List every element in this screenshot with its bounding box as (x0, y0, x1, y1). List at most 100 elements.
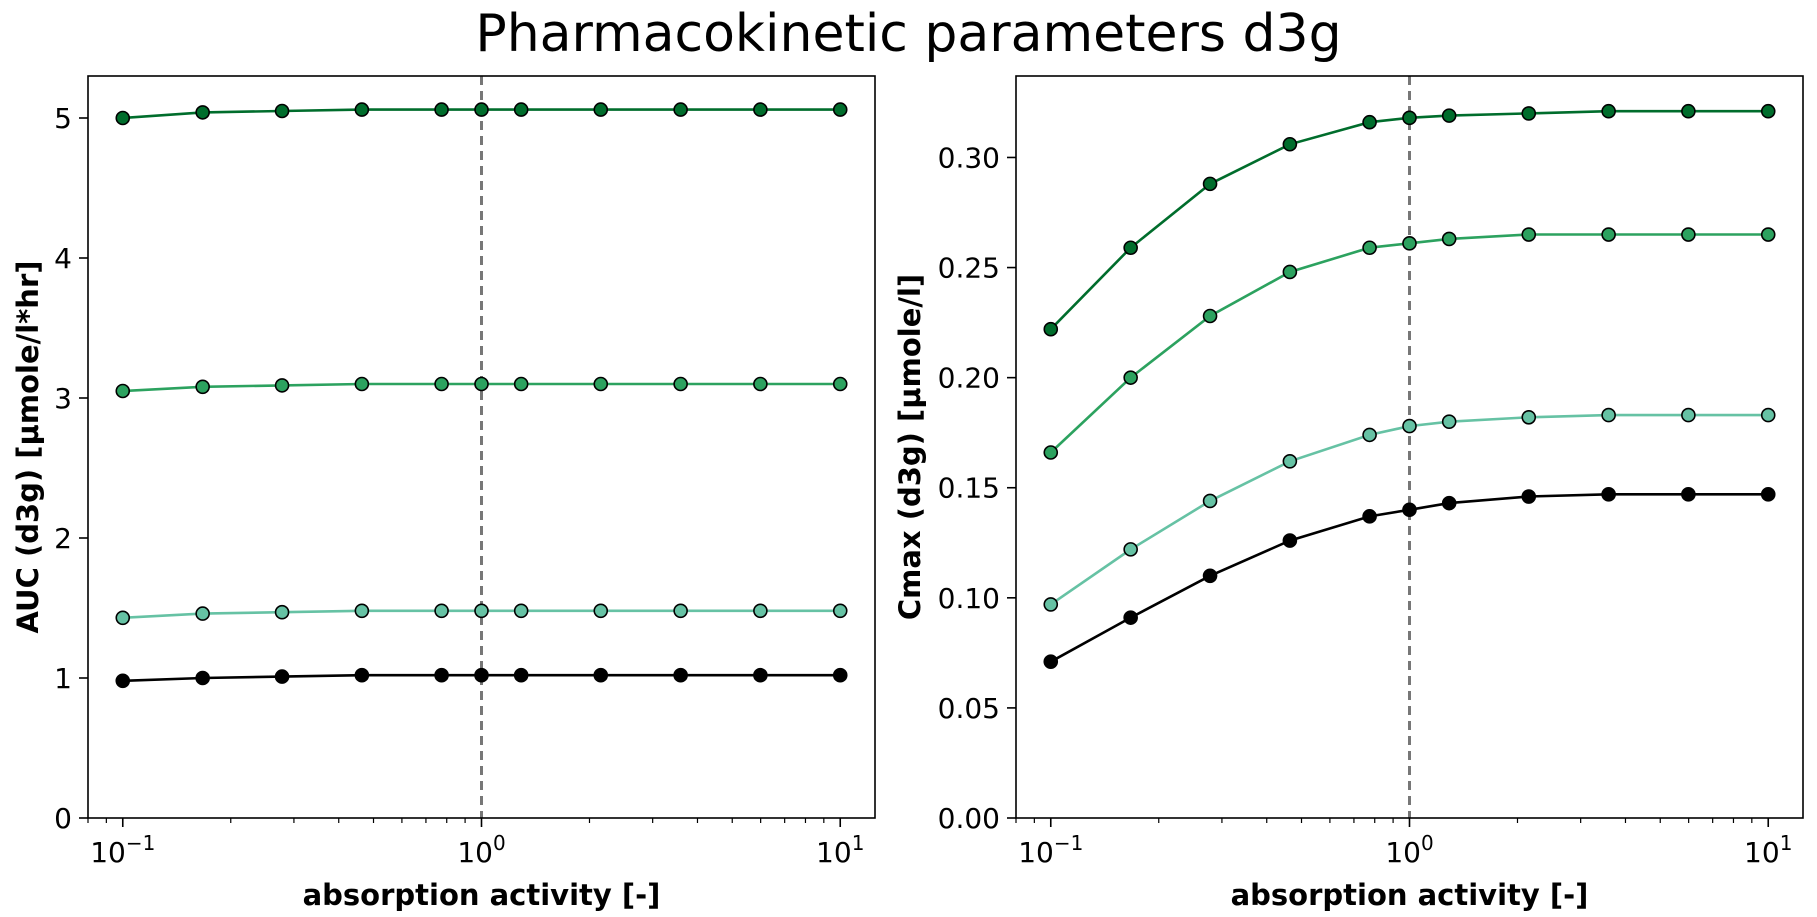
data-point (354, 603, 370, 619)
data-point (1123, 370, 1138, 385)
data-point (1402, 502, 1417, 518)
x-tick-label: 100 (1385, 831, 1433, 869)
data-point (753, 102, 768, 117)
data-point (1601, 103, 1616, 119)
data-point (1681, 487, 1696, 502)
x-tick-label: 101 (816, 831, 864, 869)
data-point (832, 376, 848, 392)
data-point (1760, 407, 1776, 423)
data-point (1282, 136, 1298, 152)
data-point (274, 378, 290, 393)
data-point (1402, 418, 1417, 434)
data-point (1681, 103, 1696, 119)
data-point (1282, 533, 1298, 548)
data-point (753, 376, 768, 392)
data-point (1202, 176, 1218, 192)
data-point (1362, 240, 1377, 256)
data-point (195, 670, 210, 686)
data-point (1202, 308, 1218, 324)
data-point (1362, 509, 1377, 524)
data-point (1282, 264, 1298, 280)
data-point (115, 110, 131, 126)
data-point (593, 102, 609, 117)
data-point (1760, 103, 1776, 119)
data-point (474, 667, 489, 683)
data-point (832, 102, 848, 117)
y-tick-label: 3 (54, 382, 72, 415)
y-tick-label: 0.00 (938, 802, 1000, 835)
data-point (474, 376, 489, 392)
y-tick-label: 0.30 (938, 141, 1000, 174)
x-axis-label: absorption activity [-] (1231, 878, 1589, 912)
data-point (1601, 487, 1616, 502)
data-point (593, 603, 609, 619)
data-point (1402, 110, 1417, 126)
data-point (1441, 495, 1457, 511)
data-point (1760, 487, 1776, 502)
x-tick-label: 101 (1744, 831, 1792, 869)
data-point (474, 603, 489, 619)
data-point (274, 604, 290, 620)
data-point (1760, 227, 1776, 242)
data-point (1441, 231, 1457, 247)
data-point (434, 102, 449, 117)
y-tick-label: 4 (54, 242, 72, 275)
data-point (1601, 227, 1616, 242)
data-point (1521, 489, 1537, 504)
y-axis-label: AUC (d3g) [µmole/l*hr] (11, 260, 45, 633)
data-point (1123, 610, 1138, 625)
data-point (434, 376, 449, 392)
data-point (673, 102, 688, 117)
data-point (434, 603, 449, 619)
y-tick-label: 5 (54, 102, 72, 135)
data-point (274, 669, 290, 684)
data-point (1043, 654, 1059, 669)
data-point (673, 667, 688, 683)
data-point (274, 103, 290, 119)
data-point (1043, 445, 1059, 460)
data-point (1282, 454, 1298, 469)
data-point (832, 667, 848, 683)
y-tick-label: 0 (54, 802, 72, 835)
data-point (1202, 568, 1218, 584)
data-point (434, 667, 449, 683)
data-point (1202, 493, 1218, 509)
data-point (115, 383, 131, 399)
y-tick-label: 0.10 (938, 582, 1000, 615)
y-tick-label: 0.15 (938, 472, 1000, 505)
data-point (753, 667, 768, 683)
data-point (1402, 236, 1417, 251)
data-point (1601, 407, 1616, 423)
data-point (513, 603, 529, 619)
data-point (1681, 227, 1696, 242)
data-point (354, 376, 370, 392)
axes-frame (87, 75, 876, 819)
data-point (1362, 427, 1377, 443)
figure-title: Pharmacokinetic parameters d3g (475, 4, 1342, 64)
data-point (115, 673, 131, 689)
y-axis-label: Cmax (d3g) [µmole/l] (893, 274, 927, 620)
data-point (354, 667, 370, 683)
x-tick-label: 10−1 (90, 831, 155, 869)
chart-panel-2: 10−1 100 101 0.00 0.05 0.10 0.15 0.20 0.25 0.30 ab… (893, 75, 1804, 912)
data-point (195, 606, 210, 621)
data-point (1441, 108, 1457, 123)
data-point (513, 667, 529, 683)
data-point (1521, 106, 1537, 121)
y-tick-label: 0.25 (938, 252, 1000, 285)
data-point (673, 603, 688, 619)
y-tick-label: 1 (54, 662, 72, 695)
data-point (753, 603, 768, 619)
data-point (474, 102, 489, 117)
axes-frame (1015, 75, 1804, 819)
data-point (593, 667, 609, 683)
data-point (1681, 407, 1696, 423)
data-point (195, 379, 210, 395)
data-point (513, 102, 529, 117)
data-point (513, 376, 529, 392)
data-point (1362, 114, 1377, 130)
data-point (1521, 409, 1537, 425)
